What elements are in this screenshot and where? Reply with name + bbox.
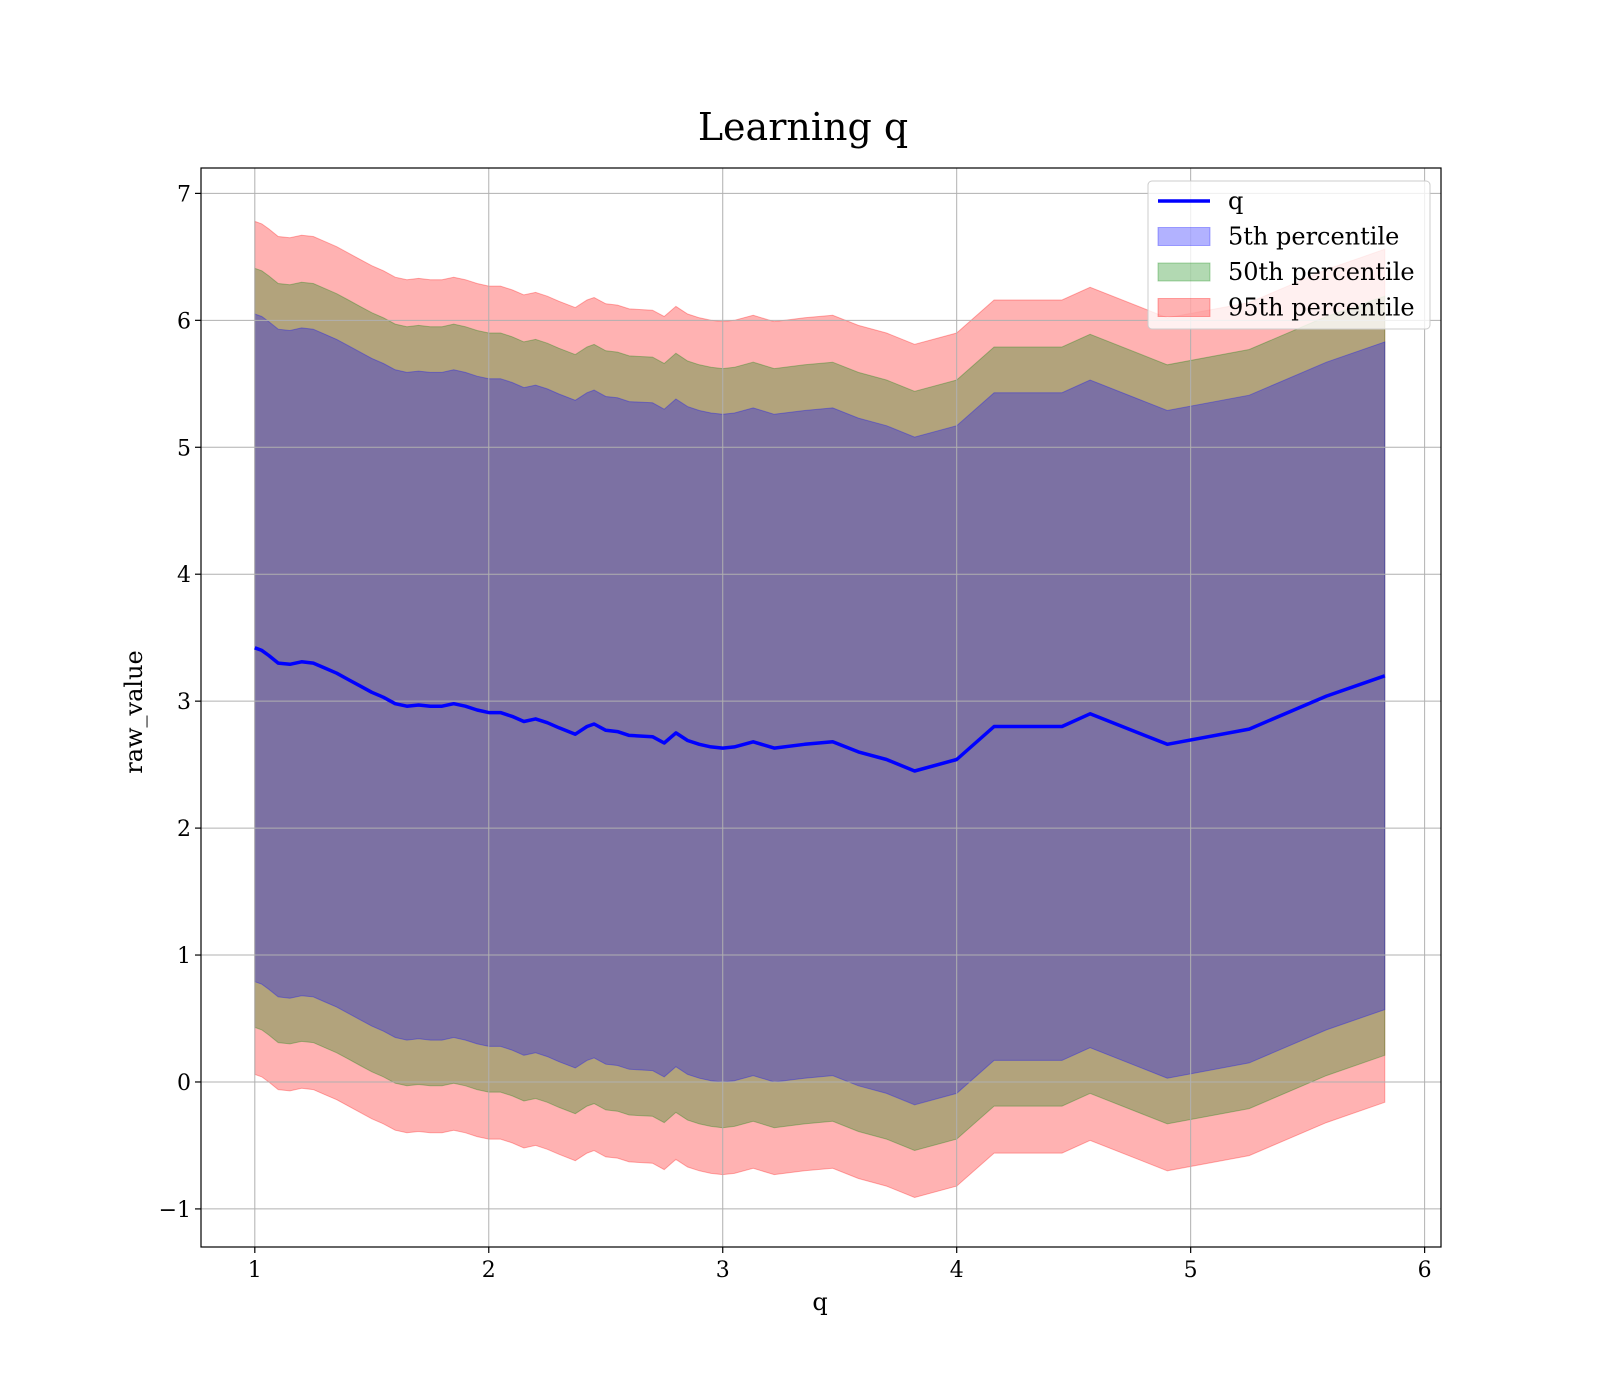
legend-swatch xyxy=(1157,298,1211,317)
5th-percentile-band xyxy=(254,313,1386,1106)
y-tick-label: 1 xyxy=(177,944,191,969)
y-tick-label: 4 xyxy=(177,563,191,588)
y-tick-label: 2 xyxy=(177,817,191,842)
x-tick-label: 2 xyxy=(482,1258,496,1283)
y-tick-label: 5 xyxy=(177,436,191,461)
x-axis-label: q xyxy=(812,1288,827,1316)
x-tick-label: 4 xyxy=(950,1258,964,1283)
50th-percentile-band xyxy=(254,267,1386,1152)
x-tick-label: 5 xyxy=(1184,1258,1198,1283)
95th-percentile-band xyxy=(254,220,1386,1199)
plot-frame xyxy=(200,167,1442,1248)
legend-label: q xyxy=(1228,187,1243,215)
legend-box xyxy=(1147,180,1431,330)
x-tick-label: 6 xyxy=(1418,1258,1432,1283)
legend-label: 5th percentile xyxy=(1228,223,1399,251)
median-line-group xyxy=(254,646,1386,773)
y-tick-label: 3 xyxy=(177,690,191,715)
x-tick-label: 1 xyxy=(248,1258,262,1283)
axis-ticks: 1 2 3 4 5 6 −1 0 1 2 3 4 5 6 7 xyxy=(159,182,1432,1283)
legend-swatch xyxy=(1157,227,1211,246)
legend-label: 50th percentile xyxy=(1228,258,1415,286)
chart-title: Learning q xyxy=(698,105,908,149)
y-tick-label: −1 xyxy=(159,1198,191,1223)
legend-swatch xyxy=(1157,262,1211,282)
y-tick-label: 6 xyxy=(177,309,191,334)
grid-lines xyxy=(201,168,1441,1247)
percentile-bands xyxy=(254,220,1386,1199)
y-tick-label: 7 xyxy=(177,182,191,207)
legend: q 5th percentile 50th percentile 95th perce… xyxy=(1147,180,1431,330)
y-axis-label: raw_value xyxy=(120,650,148,774)
y-tick-label: 0 xyxy=(177,1071,191,1096)
legend-label: 95th percentile xyxy=(1228,294,1415,322)
median-line xyxy=(254,646,1386,773)
x-tick-label: 3 xyxy=(716,1258,730,1283)
